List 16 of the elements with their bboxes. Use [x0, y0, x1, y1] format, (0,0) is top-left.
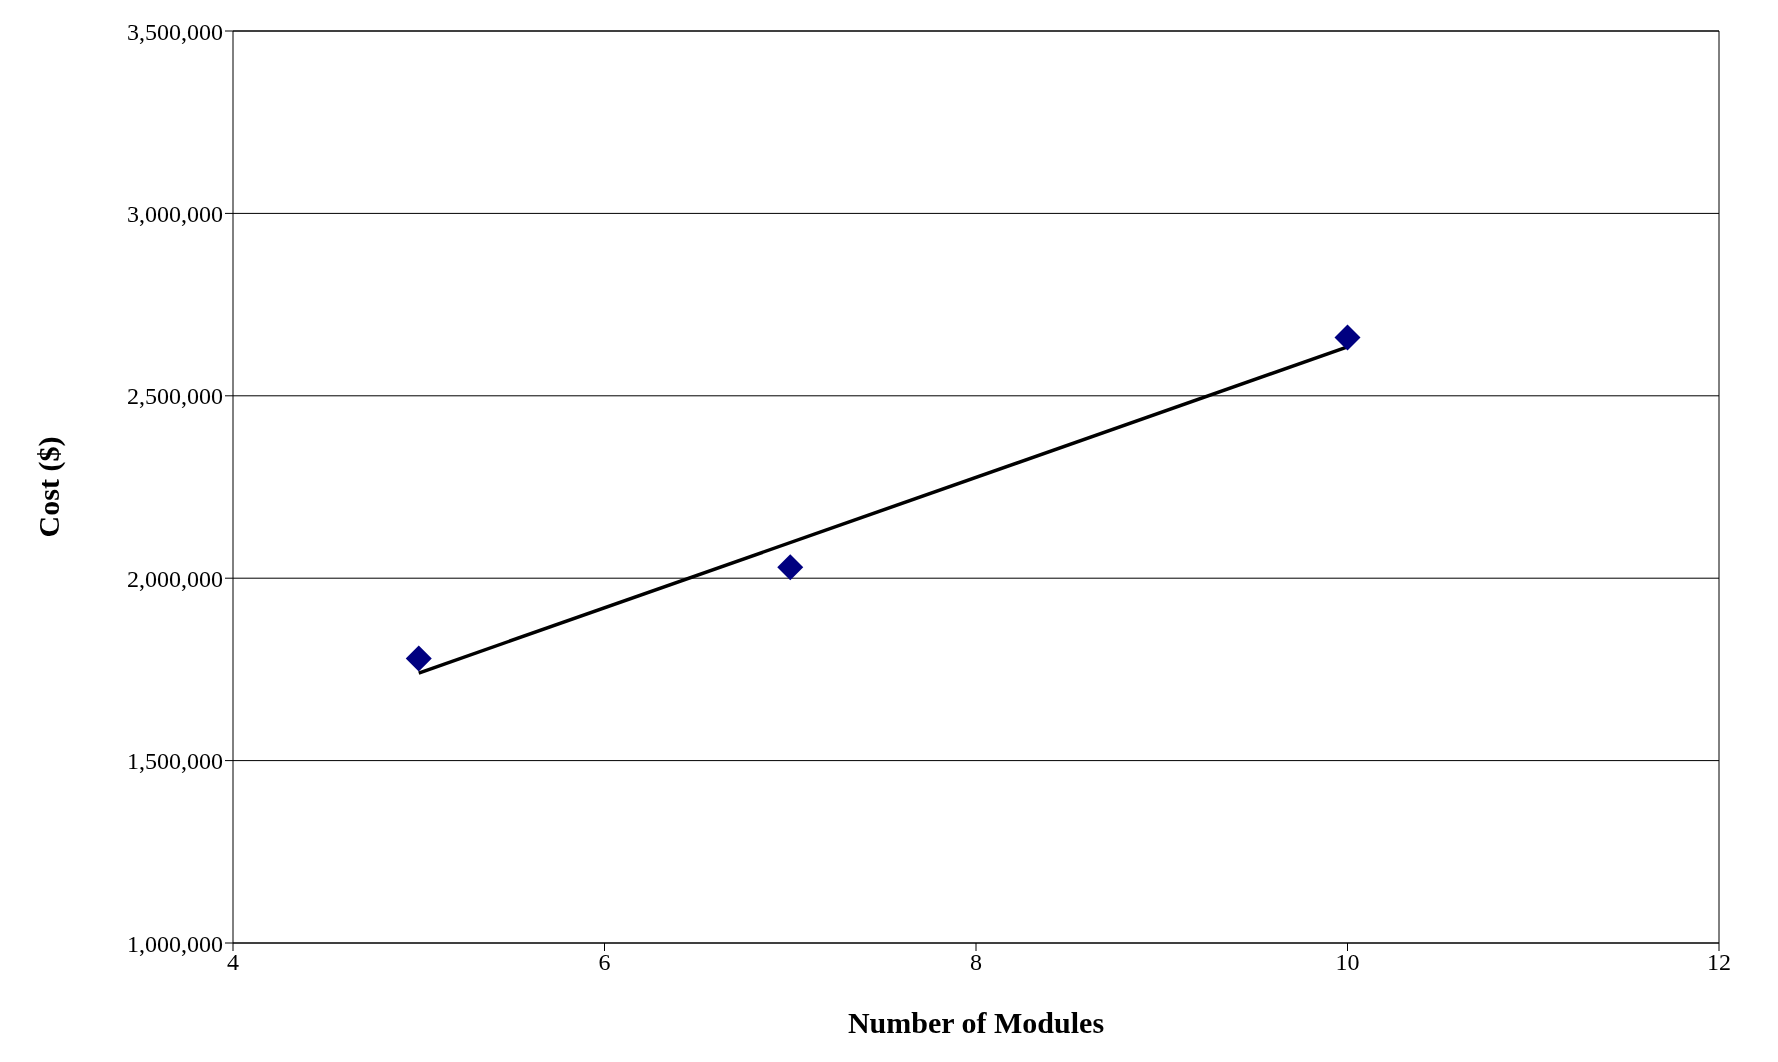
y-tick-label: 1,500,000: [127, 748, 223, 775]
x-axis-title: Number of Modules: [847, 1006, 1105, 1039]
y-tick-label: 3,000,000: [127, 200, 223, 227]
x-tick-label: 12: [1707, 949, 1731, 976]
y-tick-label: 2,000,000: [127, 565, 223, 592]
y-tick-label: 3,500,000: [127, 18, 223, 45]
x-tick-label: 6: [598, 949, 611, 976]
x-tick-label: 10: [1335, 949, 1360, 976]
point: [1334, 324, 1361, 351]
point: [405, 645, 432, 672]
y-tick-label: 1,000,000: [127, 930, 223, 957]
y-tick-label: 2,500,000: [127, 383, 223, 410]
y-axis-title: Cost ($): [31, 436, 66, 538]
x-tick-label: 8: [970, 949, 982, 976]
point: [777, 554, 804, 581]
x-tick-label: 4: [227, 949, 239, 976]
